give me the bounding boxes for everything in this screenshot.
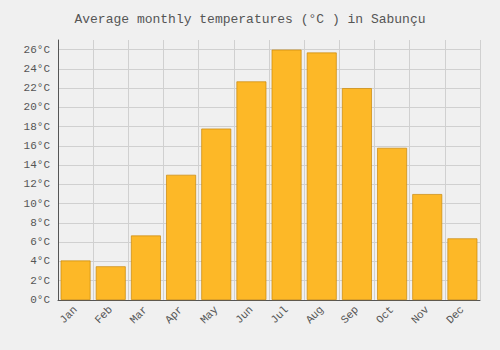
svg-text:14°C: 14°C [24,159,51,171]
svg-text:0°C: 0°C [30,294,50,306]
svg-text:Sep: Sep [339,304,361,326]
svg-text:Apr: Apr [163,304,185,326]
svg-text:Dec: Dec [444,304,466,326]
svg-text:16°C: 16°C [24,140,51,152]
svg-text:Aug: Aug [304,304,326,326]
svg-text:Nov: Nov [409,303,432,326]
svg-text:22°C: 22°C [24,82,51,94]
svg-text:12°C: 12°C [24,178,51,190]
svg-text:4°C: 4°C [30,255,50,267]
svg-text:10°C: 10°C [24,198,51,210]
svg-text:6°C: 6°C [30,236,50,248]
svg-text:Mar: Mar [128,304,150,326]
svg-text:24°C: 24°C [24,63,51,75]
svg-text:2°C: 2°C [30,275,50,287]
svg-text:Average monthly temperatures (: Average monthly temperatures (°C ) in Sa… [74,12,425,27]
svg-text:26°C: 26°C [24,44,51,56]
svg-text:May: May [198,303,221,326]
svg-text:Feb: Feb [93,304,115,326]
svg-text:18°C: 18°C [24,121,51,133]
svg-text:Jul: Jul [268,304,290,326]
svg-text:Oct: Oct [374,304,396,326]
svg-text:Jun: Jun [233,304,255,326]
svg-text:20°C: 20°C [24,101,51,113]
svg-text:Jan: Jan [57,304,79,326]
svg-text:8°C: 8°C [30,217,50,229]
